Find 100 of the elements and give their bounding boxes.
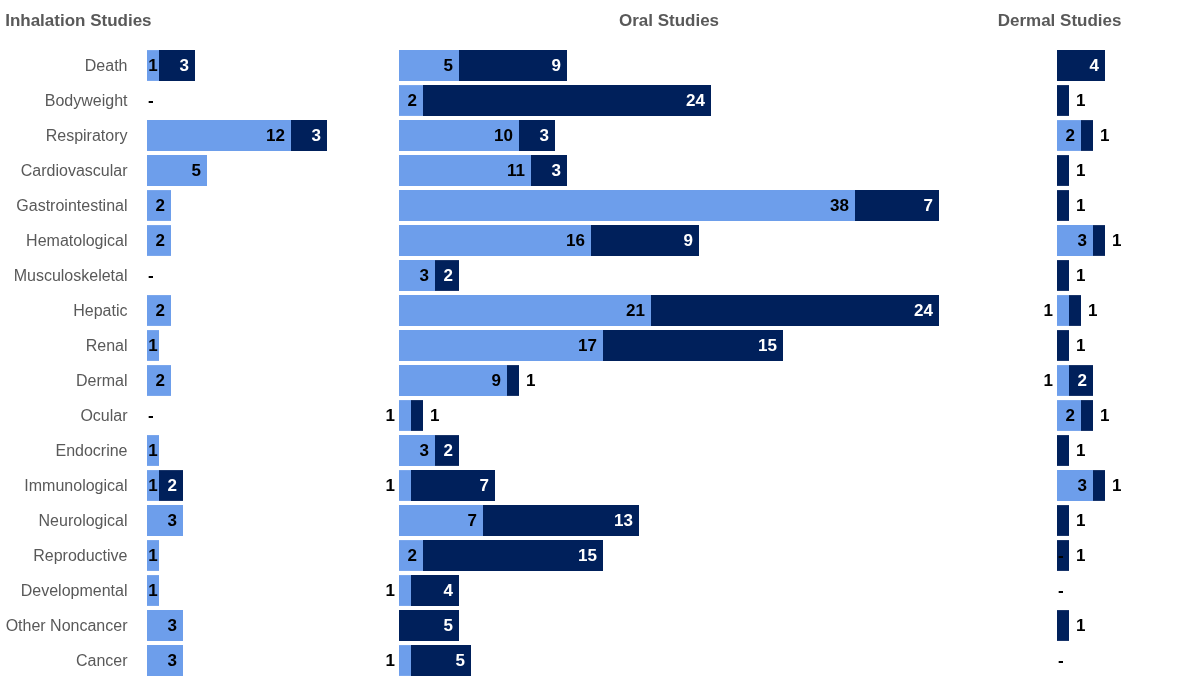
y-tick-label: Other Noncancer (5, 616, 129, 634)
chart-title: Dermal Studies (997, 11, 1122, 30)
data-label: 1 (1112, 475, 1122, 495)
data-label: 2 (443, 440, 453, 460)
data-label: 17 (578, 335, 597, 355)
bar (1069, 295, 1081, 326)
data-label: 9 (683, 230, 693, 250)
data-label: - (1058, 580, 1064, 600)
data-label: - (1058, 545, 1064, 565)
data-label: 1 (148, 475, 158, 495)
bar (399, 330, 603, 361)
data-label: 3 (167, 650, 177, 670)
data-label: 2 (1065, 405, 1075, 425)
bar (411, 470, 495, 501)
bar (1057, 330, 1069, 361)
bar (399, 645, 411, 676)
bar (399, 400, 411, 431)
bar (1057, 120, 1081, 151)
bar (147, 155, 207, 186)
data-label: 3 (167, 510, 177, 530)
data-label: 2 (167, 475, 177, 495)
bar (1069, 365, 1093, 396)
data-label: 3 (1077, 475, 1087, 495)
y-tick-label: Ocular (80, 406, 129, 424)
bar (1081, 120, 1093, 151)
data-label: 2 (155, 195, 165, 215)
bar (603, 330, 783, 361)
chart-title: Oral Studies (618, 11, 720, 30)
data-label: 24 (686, 90, 706, 110)
data-label: 1 (1112, 230, 1122, 250)
data-label: 1 (148, 335, 158, 355)
bar (399, 260, 435, 291)
data-label: 1 (148, 580, 158, 600)
data-label: 21 (626, 300, 645, 320)
data-label: 2 (155, 370, 165, 390)
bar (1057, 470, 1093, 501)
y-tick-label: Musculoskeletal (13, 266, 128, 284)
data-label: 7 (479, 475, 489, 495)
data-label: 2 (155, 300, 165, 320)
data-label: 15 (578, 545, 597, 565)
data-label: 1 (385, 580, 395, 600)
bar (531, 155, 567, 186)
data-label: 4 (1089, 55, 1100, 75)
bar (147, 505, 183, 536)
data-label: 1 (430, 405, 440, 425)
data-label: 2 (1077, 370, 1087, 390)
bar (399, 190, 855, 221)
bar (399, 120, 519, 151)
data-label: 2 (1065, 125, 1075, 145)
data-label: 16 (566, 230, 585, 250)
data-label: 1 (1076, 545, 1086, 565)
data-label: 1 (148, 55, 158, 75)
y-tick-label: Renal (85, 336, 128, 354)
bar (1057, 610, 1069, 641)
y-tick-label: Bodyweight (44, 91, 129, 109)
data-label: 5 (443, 55, 453, 75)
data-label: 7 (467, 510, 477, 530)
y-tick-label: Hepatic (73, 301, 128, 319)
bar (423, 540, 603, 571)
data-label: 2 (443, 265, 453, 285)
data-label: 1 (1076, 195, 1086, 215)
bar (411, 400, 423, 431)
y-tick-label: Cardiovascular (20, 161, 129, 179)
y-tick-label: Immunological (24, 476, 128, 494)
bar (399, 540, 423, 571)
data-label: 1 (1076, 160, 1086, 180)
bar (147, 190, 171, 221)
data-label: 7 (923, 195, 933, 215)
data-label: 5 (443, 615, 453, 635)
data-label: 13 (614, 510, 633, 530)
data-label: 1 (148, 545, 158, 565)
data-label: 3 (1077, 230, 1087, 250)
data-label: 1 (385, 475, 395, 495)
bar (1057, 50, 1105, 81)
bar (399, 295, 651, 326)
data-label: 3 (419, 440, 429, 460)
data-label: 1 (526, 370, 536, 390)
bar (411, 575, 459, 606)
bar (423, 85, 711, 116)
data-label: 5 (455, 650, 465, 670)
bar (591, 225, 699, 256)
bar (855, 190, 939, 221)
data-label: 3 (539, 125, 549, 145)
y-tick-label: Cancer (75, 651, 129, 669)
data-label: 1 (1076, 615, 1086, 635)
bar (399, 575, 411, 606)
bar (1093, 225, 1105, 256)
bar (147, 645, 183, 676)
bar (147, 120, 291, 151)
data-label: 15 (758, 335, 777, 355)
data-label: 1 (385, 405, 395, 425)
data-label: 9 (551, 55, 561, 75)
bar (147, 295, 171, 326)
data-label: 1 (385, 650, 395, 670)
bar (1057, 365, 1069, 396)
bar (399, 155, 531, 186)
y-tick-label: Endocrine (55, 441, 128, 459)
data-label: 11 (507, 160, 525, 180)
bar (519, 120, 555, 151)
bar (1057, 505, 1069, 536)
